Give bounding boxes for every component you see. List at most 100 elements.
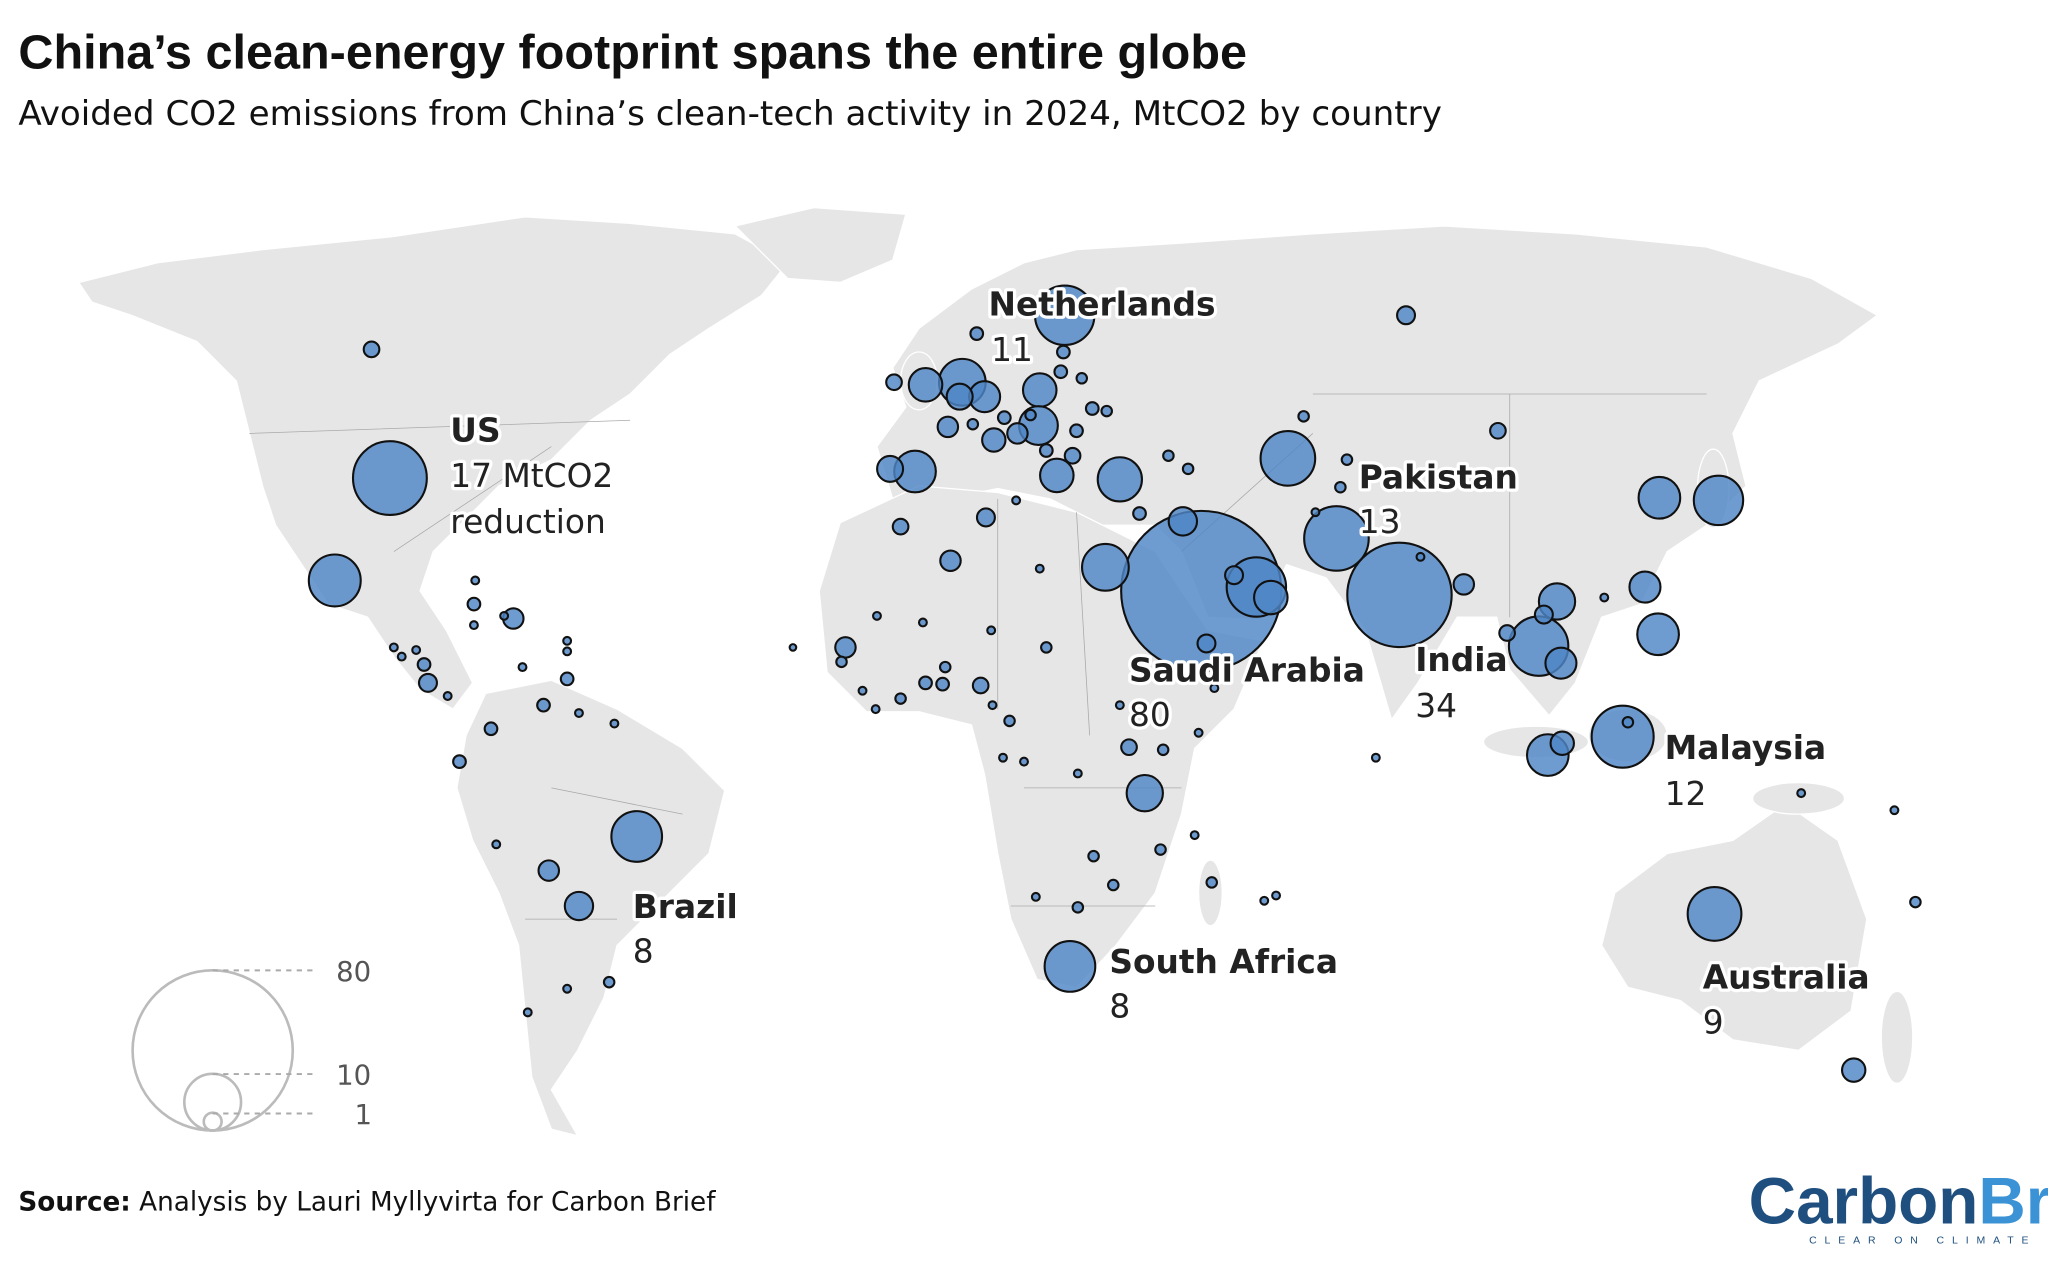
- new-zealand: [1880, 990, 1914, 1084]
- country-bubble: [834, 636, 857, 659]
- logo-brief: Brief: [1978, 1165, 2048, 1238]
- country-bubble: [1549, 730, 1575, 756]
- country-bubble: [537, 859, 561, 882]
- country-bubble: [986, 625, 997, 636]
- madagascar: [1197, 859, 1223, 927]
- country-bubble: [1415, 551, 1426, 562]
- country-bubble: [1114, 700, 1125, 711]
- country-bubble: [1909, 895, 1922, 909]
- country-bubble: [517, 662, 528, 673]
- greenland: [733, 206, 907, 284]
- source-note: Source: Analysis by Lauri Myllyvirta for…: [18, 1188, 716, 1218]
- country-bubble: [996, 410, 1012, 426]
- country-bubble: [1334, 480, 1347, 494]
- country-bubble: [442, 691, 453, 701]
- country-bubble: [1132, 506, 1147, 521]
- country-bubble: [998, 752, 1008, 763]
- label-australia: Australia: [1703, 959, 1870, 997]
- bubble-malaysia: [1590, 704, 1655, 769]
- label-netherlands: Netherlands: [989, 285, 1216, 323]
- country-bubble: [788, 643, 798, 652]
- country-bubble: [1396, 305, 1417, 326]
- country-bubble: [609, 718, 620, 729]
- country-bubble: [1125, 773, 1164, 813]
- country-bubble: [870, 704, 881, 715]
- country-bubble: [935, 676, 950, 692]
- country-bubble: [1087, 849, 1100, 863]
- country-bubble: [894, 692, 907, 705]
- country-bubble: [1370, 752, 1381, 763]
- country-bubble: [885, 373, 903, 392]
- country-bubble: [602, 975, 616, 989]
- country-bubble: [917, 617, 928, 628]
- country-bubble: [1692, 474, 1745, 527]
- country-bubble: [396, 651, 407, 662]
- country-bubble: [1189, 830, 1200, 841]
- legend-label-10: 10: [336, 1060, 371, 1092]
- logo-tagline: CLEAR ON CLIMATE: [1809, 1234, 2036, 1246]
- country-bubble: [1271, 890, 1282, 901]
- country-bubble: [1053, 364, 1069, 380]
- country-bubble: [1019, 756, 1029, 767]
- country-bubble: [417, 672, 438, 693]
- country-bubble: [388, 642, 399, 653]
- country-bubble: [468, 620, 479, 631]
- country-bubble: [452, 754, 467, 770]
- country-bubble: [1310, 507, 1321, 518]
- country-bubble: [1071, 901, 1085, 914]
- country-bubble: [1224, 565, 1245, 586]
- size-legend: 80 10 1: [131, 956, 372, 1132]
- country-bubble: [1489, 421, 1507, 440]
- country-bubble: [1100, 404, 1113, 418]
- bubble-brazil: [610, 810, 664, 863]
- label-south-africa: South Africa: [1109, 943, 1338, 981]
- country-bubble: [1034, 563, 1045, 574]
- country-bubble: [1544, 646, 1578, 680]
- country-bubble: [1107, 878, 1120, 892]
- country-labels: Netherlands 11 US 17 MtCO2 reduction Pak…: [447, 282, 1873, 1045]
- country-bubble: [981, 427, 1007, 453]
- value-pakistan: 13: [1359, 503, 1401, 541]
- country-bubble: [1452, 573, 1476, 596]
- bubble-layer: [307, 284, 1922, 1083]
- country-bubble: [969, 326, 985, 342]
- country-bubble: [562, 646, 573, 657]
- country-bubble: [536, 697, 551, 713]
- country-bubble: [559, 671, 575, 687]
- country-bubble: [1840, 1057, 1867, 1083]
- country-bubble: [491, 839, 502, 850]
- country-bubble: [562, 635, 573, 646]
- legend-circle-10: [183, 1072, 243, 1132]
- country-bubble: [1039, 457, 1075, 494]
- chart-title: China’s clean-energy footprint spans the…: [18, 25, 1247, 79]
- country-bubble: [1030, 891, 1041, 902]
- country-bubble: [1628, 570, 1662, 604]
- country-bubble: [574, 708, 584, 719]
- country-bubble: [835, 655, 848, 669]
- new-guinea: [1751, 781, 1846, 815]
- country-bubble: [1599, 592, 1610, 603]
- country-bubble: [1040, 641, 1053, 654]
- country-bubble: [1498, 624, 1516, 642]
- label-brazil: Brazil: [633, 888, 738, 926]
- bubble-pakistan: [1303, 505, 1370, 572]
- country-bubble: [522, 1007, 533, 1018]
- country-bubble: [1072, 768, 1083, 779]
- country-bubble: [1156, 743, 1170, 757]
- country-bubble: [562, 983, 573, 994]
- value-us: 17 MtCO2: [450, 457, 613, 495]
- country-bubble: [1080, 542, 1130, 592]
- country-bubble: [987, 700, 998, 711]
- country-bubble: [1084, 401, 1100, 416]
- country-bubble: [1006, 422, 1029, 445]
- bubble-india: [1346, 541, 1453, 649]
- country-bubble: [1011, 495, 1022, 506]
- country-bubble: [966, 417, 980, 431]
- country-bubble: [1181, 462, 1195, 476]
- country-bubble: [416, 657, 432, 672]
- value-saudi-arabia: 80: [1129, 696, 1171, 734]
- country-bubble: [1162, 449, 1175, 463]
